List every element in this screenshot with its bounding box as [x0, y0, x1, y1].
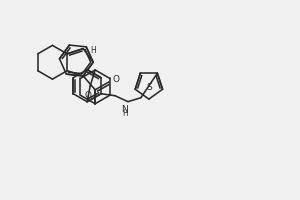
Text: O: O: [85, 91, 92, 100]
Text: S: S: [146, 83, 152, 92]
Text: O: O: [112, 75, 119, 84]
Text: N: N: [122, 105, 128, 114]
Text: H: H: [122, 109, 128, 118]
Text: H: H: [90, 46, 96, 55]
